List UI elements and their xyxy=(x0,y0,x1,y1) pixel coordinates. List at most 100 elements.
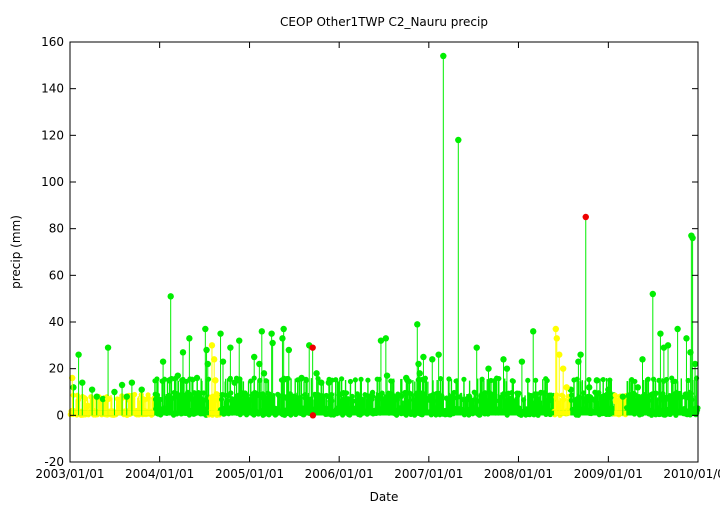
data-point-questionable xyxy=(210,356,218,363)
daily-point xyxy=(154,376,160,382)
y-tick-label: 0 xyxy=(56,408,64,422)
daily-point xyxy=(653,390,659,396)
data-point-good xyxy=(251,353,258,361)
data-point-good xyxy=(415,360,422,368)
daily-point xyxy=(422,375,428,381)
data-point-good xyxy=(313,370,320,377)
daily-point xyxy=(285,375,291,382)
data-point-good xyxy=(99,395,107,403)
data-point-good xyxy=(691,360,699,368)
data-point-good xyxy=(687,349,694,356)
data-point-good xyxy=(440,52,447,60)
data-point-good xyxy=(683,335,690,342)
data-point-good xyxy=(605,386,612,393)
data-point-good xyxy=(325,379,333,386)
data-point-good xyxy=(657,330,664,337)
data-point-questionable xyxy=(552,325,559,333)
data-point-bad xyxy=(309,344,316,351)
x-tick-label: 2006/01/01 xyxy=(305,467,374,481)
daily-point xyxy=(650,376,657,382)
data-point-good xyxy=(260,370,268,377)
daily-point xyxy=(352,377,358,383)
data-point-good xyxy=(203,346,210,354)
data-point-good xyxy=(258,328,266,335)
y-tick-label: 100 xyxy=(41,175,64,189)
data-point-questionable xyxy=(212,377,219,384)
data-point-good xyxy=(577,351,584,358)
data-point-good xyxy=(420,353,427,361)
data-point-good xyxy=(179,349,187,356)
daily-point xyxy=(516,390,522,396)
data-point-good xyxy=(174,372,182,379)
daily-point xyxy=(365,377,371,383)
data-point-questionable xyxy=(563,384,570,391)
data-point-good xyxy=(128,379,136,386)
data-point-good xyxy=(382,335,390,342)
data-point-good xyxy=(111,388,118,396)
data-point-good xyxy=(79,379,86,386)
data-point-bad xyxy=(309,412,317,419)
data-point-good xyxy=(186,335,193,342)
x-tick-label: 2003/01/01 xyxy=(35,467,104,481)
x-tick-label: 2004/01/01 xyxy=(125,467,194,481)
y-axis: -20 0 20 40 60 80 100 120 140 160 xyxy=(41,35,698,469)
data-point-good xyxy=(193,374,201,382)
y-tick-label: 140 xyxy=(41,82,64,96)
daily-point xyxy=(533,377,539,383)
data-point-good xyxy=(298,374,305,382)
data-point-good xyxy=(639,356,646,363)
data-point-good xyxy=(204,360,211,368)
baseline-band-questionable xyxy=(554,410,571,416)
data-point-questionable xyxy=(556,351,563,358)
data-point-questionable xyxy=(559,365,567,372)
data-point-good xyxy=(217,330,224,337)
data-point-good xyxy=(485,365,492,372)
data-point-good xyxy=(503,365,511,372)
data-point-good xyxy=(518,358,526,365)
data-point-good xyxy=(167,293,174,300)
data-point-good xyxy=(585,384,593,391)
daily-point xyxy=(446,376,452,382)
y-tick-label: 20 xyxy=(49,362,64,376)
daily-point xyxy=(496,375,502,382)
baseline-band-questionable xyxy=(614,410,627,416)
x-axis-label: Date xyxy=(370,490,399,504)
data-point-good xyxy=(674,325,681,333)
daily-point xyxy=(343,390,350,396)
data-point-good xyxy=(689,234,696,242)
x-tick-label: 2010/01/01 xyxy=(663,467,720,481)
daily-point xyxy=(347,378,354,385)
daily-point xyxy=(645,376,651,382)
data-point-good xyxy=(377,337,385,344)
y-tick-label: 40 xyxy=(49,315,64,329)
data-point-good xyxy=(118,381,126,389)
daily-point xyxy=(349,393,355,399)
data-point-good xyxy=(231,379,238,386)
y-tick-label: 120 xyxy=(41,128,64,142)
data-point-good xyxy=(649,290,657,298)
data-point-good xyxy=(429,356,436,363)
data-point-questionable xyxy=(213,391,220,398)
data-point-questionable xyxy=(69,374,76,382)
data-point-good xyxy=(279,335,286,342)
data-point-good xyxy=(93,393,100,400)
x-tick-label: 2007/01/01 xyxy=(394,467,463,481)
data-point-good xyxy=(166,377,173,384)
daily-point xyxy=(479,376,485,382)
data-point-good xyxy=(159,358,167,365)
data-point-good xyxy=(435,351,442,358)
daily-point xyxy=(510,378,516,384)
data-point-good xyxy=(530,328,537,335)
data-point-questionable xyxy=(104,395,112,403)
y-axis-label: precip (mm) xyxy=(9,215,23,289)
daily-point xyxy=(600,376,606,383)
data-point-good xyxy=(75,351,82,358)
y-tick-label: 60 xyxy=(49,268,64,282)
data-point-good xyxy=(88,386,96,393)
daily-point xyxy=(525,377,531,384)
data-point-good xyxy=(123,393,130,400)
data-point-bad xyxy=(582,213,589,221)
data-point-good xyxy=(619,393,627,400)
daily-point xyxy=(612,392,618,398)
